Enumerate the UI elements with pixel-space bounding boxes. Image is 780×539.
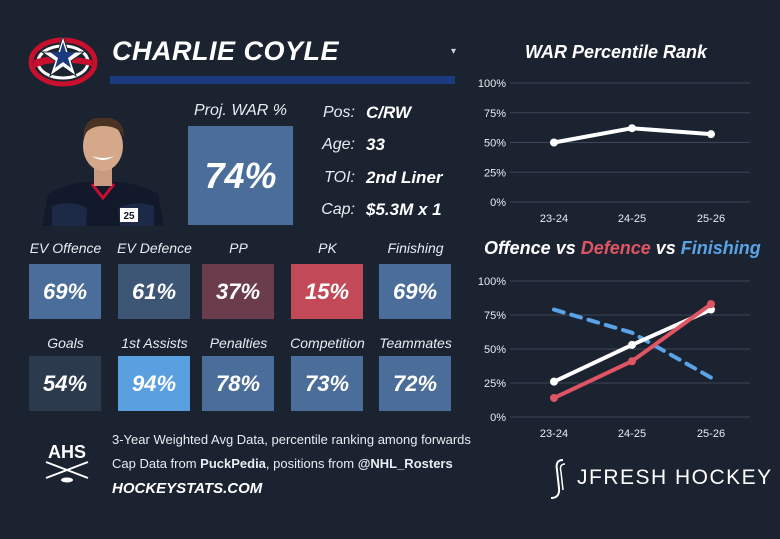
chart2-title-part: Finishing xyxy=(680,238,761,258)
stat-box-goals: 54% xyxy=(29,356,101,411)
site-link[interactable]: HOCKEYSTATS.COM xyxy=(112,480,263,497)
chart1-y-tick-label: 25% xyxy=(484,167,506,179)
info-label-pos: Pos: xyxy=(322,104,355,121)
stat-label-competition: Competition xyxy=(290,335,365,351)
chart2-data-point xyxy=(550,393,558,402)
chart2-series-line xyxy=(552,307,713,380)
stat-box-pp: 37% xyxy=(202,264,274,319)
name-underline xyxy=(110,76,455,84)
chart2-title-part: vs xyxy=(550,238,581,258)
chart2-y-tick-label: 50% xyxy=(484,344,506,356)
stat-box-finishing: 69% xyxy=(379,264,451,319)
nhl-rosters-link[interactable]: @NHL_Rosters xyxy=(357,456,453,471)
chart2-x-tick-label: 24-25 xyxy=(618,428,646,440)
chart2-y-tick-label: 100% xyxy=(478,276,506,288)
chart2-data-point xyxy=(707,300,715,309)
info-value-toi: 2nd Liner xyxy=(366,168,443,187)
stat-box-penalties: 78% xyxy=(202,356,274,411)
proj-war-value: 74% xyxy=(188,126,293,225)
player-dropdown-caret-icon[interactable]: ▾ xyxy=(451,46,457,57)
stat-label-first-assists: 1st Assists xyxy=(121,335,188,351)
stat-box-ev-defence: 61% xyxy=(118,264,190,319)
svg-text:25: 25 xyxy=(123,211,135,222)
ahs-logo: AHS xyxy=(45,442,89,483)
chart1-y-tick-label: 75% xyxy=(484,108,506,120)
info-label-age: Age: xyxy=(322,136,355,153)
footer-note-data: 3-Year Weighted Avg Data, percentile ran… xyxy=(112,432,471,447)
stat-label-ev-defence: EV Defence xyxy=(117,240,192,256)
stat-box-teammates: 72% xyxy=(379,356,451,411)
chart1-x-tick-label: 24-25 xyxy=(618,213,646,225)
chart2-y-tick-label: 0% xyxy=(490,412,506,424)
chart1-x-tick-label: 25-26 xyxy=(697,213,725,225)
stat-label-teammates: Teammates xyxy=(379,335,452,351)
chart1-y-tick-label: 100% xyxy=(478,78,506,90)
ahs-logo-text: AHS xyxy=(48,442,86,462)
chart1-y-tick-label: 50% xyxy=(484,138,506,150)
war-percentile-chart: 0% 25% 50% 75% 100% 23-24 24-25 25-26 xyxy=(478,78,750,225)
chart1-data-point xyxy=(707,130,715,139)
chart2-title: Offence vs Defence vs Finishing xyxy=(484,238,774,259)
stat-box-first-assists: 94% xyxy=(118,356,190,411)
jfresh-brand: JFRESH HOCKEY xyxy=(545,458,773,500)
stat-label-pp: PP xyxy=(229,240,248,256)
chart2-title-part: Offence xyxy=(484,238,551,258)
stat-box-competition: 73% xyxy=(291,356,363,411)
chart2-title-part: Defence xyxy=(580,238,651,258)
puckpedia-link[interactable]: PuckPedia xyxy=(200,456,266,471)
stat-label-goals: Goals xyxy=(47,335,84,351)
chart1-title: WAR Percentile Rank xyxy=(524,42,708,62)
chart1-y-tick-label: 0% xyxy=(490,197,506,209)
info-value-age: 33 xyxy=(366,135,385,154)
chart1-x-tick-label: 23-24 xyxy=(540,213,568,225)
chart1-data-point xyxy=(550,138,558,147)
chart2-y-tick-label: 75% xyxy=(484,310,506,322)
chart2-y-tick-label: 25% xyxy=(484,378,506,390)
stat-box-ev-offence: 69% xyxy=(29,264,101,319)
stat-label-ev-offence: EV Offence xyxy=(29,240,102,256)
info-value-cap: $5.3M x 1 xyxy=(366,200,442,219)
chart2-data-point xyxy=(550,377,558,386)
chart2-title-part: vs xyxy=(650,238,681,258)
footer-note-sources: Cap Data from PuckPedia, positions from … xyxy=(112,456,453,471)
info-value-pos: C/RW xyxy=(366,103,412,122)
jfresh-logo-icon xyxy=(550,459,566,499)
proj-war-label: Proj. WAR % xyxy=(193,102,288,119)
sources-mid: , positions from xyxy=(265,456,358,471)
jfresh-brand-text: JFRESH HOCKEY xyxy=(577,466,773,489)
stat-label-penalties: Penalties xyxy=(209,335,268,351)
chart2-x-tick-label: 23-24 xyxy=(540,428,568,440)
chart2-data-point xyxy=(628,340,636,349)
chart1-data-point xyxy=(628,124,636,133)
stat-box-pk: 15% xyxy=(291,264,363,319)
info-label-toi: TOI: xyxy=(324,169,355,186)
player-name: CHARLIE COYLE xyxy=(112,36,340,66)
offence-defence-finishing-chart: 0% 25% 50% 75% 100% 23-24 24-25 25-26 xyxy=(478,276,750,440)
chart2-x-tick-label: 25-26 xyxy=(697,428,725,440)
team-logo xyxy=(28,34,98,87)
stat-label-finishing: Finishing xyxy=(387,240,444,256)
sources-prefix: Cap Data from xyxy=(112,456,201,471)
chart2-data-point xyxy=(628,357,636,366)
info-label-cap: Cap: xyxy=(321,201,355,218)
player-headshot: 25 xyxy=(42,117,164,226)
stat-label-pk: PK xyxy=(318,240,337,256)
